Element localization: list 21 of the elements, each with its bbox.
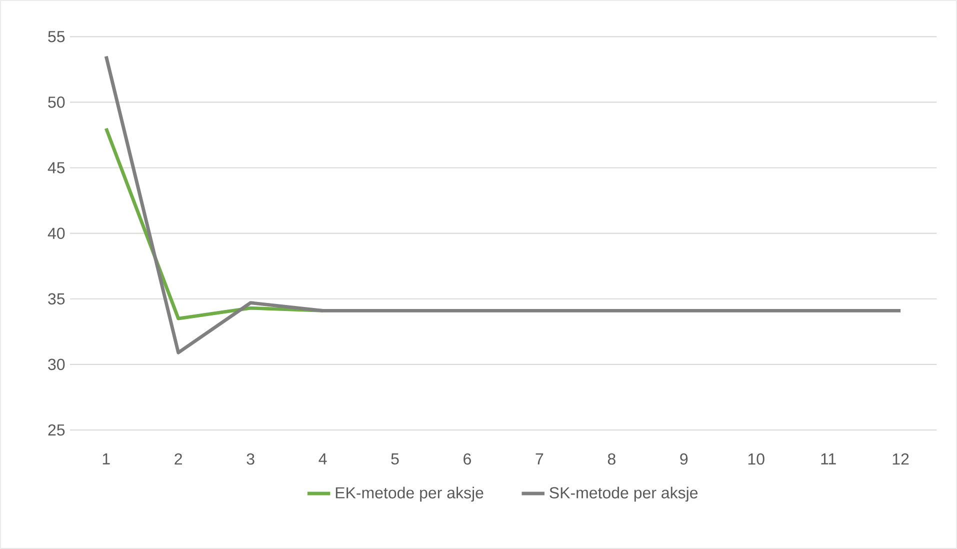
x-tick-label: 7 <box>536 453 544 464</box>
x-tick-label: 3 <box>246 453 254 465</box>
x-tick-label: 10 <box>748 453 764 465</box>
y-tick-label: 40 <box>48 228 65 239</box>
y-tick-label: 50 <box>48 96 65 108</box>
y-tick-label: 25 <box>48 424 65 436</box>
x-tick-label: 6 <box>464 453 471 465</box>
legend-label: EK-metode per aksje <box>336 486 484 502</box>
legend-label: SK-metode per aksje <box>550 486 698 502</box>
x-tick-label: 9 <box>680 453 688 465</box>
x-tick-label: 5 <box>391 453 399 465</box>
x-tick-label: 12 <box>892 453 909 465</box>
x-tick-label: 8 <box>608 453 616 465</box>
y-tick-label: 35 <box>48 293 65 305</box>
y-tick-label: 45 <box>48 162 65 174</box>
x-tick-label: 4 <box>318 453 327 464</box>
x-tick-label: 1 <box>102 453 110 464</box>
y-tick-label: 55 <box>48 31 65 42</box>
y-tick-label: 30 <box>48 358 65 370</box>
x-tick-label: 11 <box>821 453 836 464</box>
x-tick-label: 2 <box>174 453 182 465</box>
